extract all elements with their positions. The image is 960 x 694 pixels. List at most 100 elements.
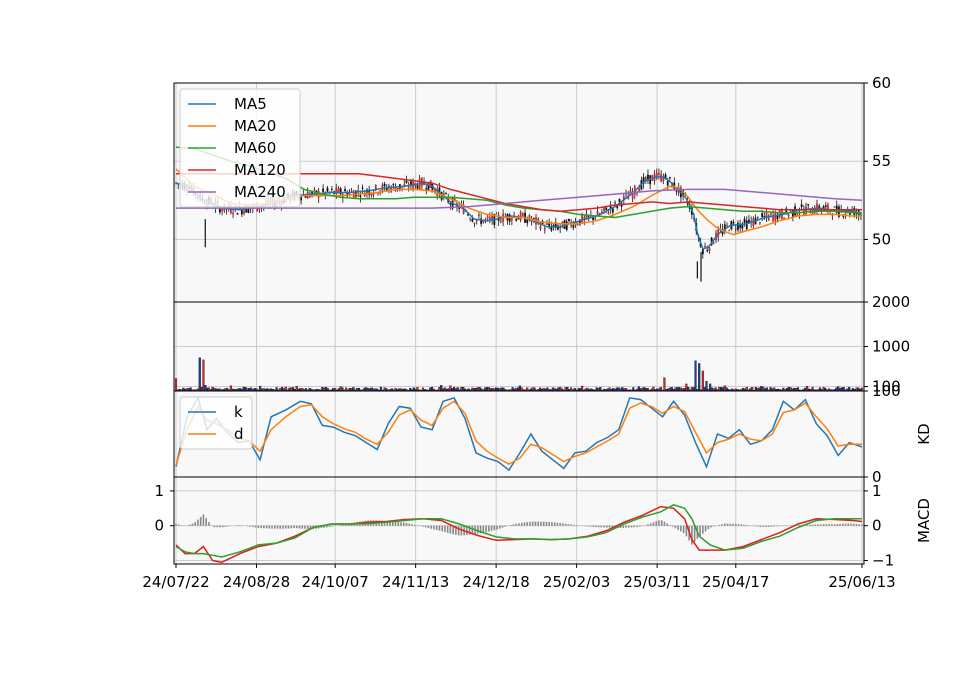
- x-tick-label: 25/04/17: [702, 573, 769, 591]
- volume-bar: [581, 386, 583, 391]
- macd-histogram-bar: [677, 526, 679, 530]
- x-tick-label: 24/10/07: [301, 573, 368, 591]
- volume-bar: [285, 387, 287, 391]
- volume-bar: [457, 388, 459, 391]
- macd-histogram-bar: [175, 524, 177, 526]
- macd-histogram-bar: [205, 518, 207, 525]
- macd-histogram-bar: [488, 526, 490, 532]
- candle-body: [445, 193, 447, 194]
- candle-body: [430, 180, 432, 188]
- macd-histogram-bar: [768, 526, 770, 527]
- macd-histogram-bar: [853, 524, 855, 526]
- macd-histogram-bar: [526, 522, 528, 526]
- volume-bar: [755, 387, 757, 391]
- macd-histogram-bar: [535, 522, 537, 526]
- candle-body: [568, 219, 570, 221]
- macd-histogram-bar: [669, 525, 671, 526]
- volume-bar: [190, 388, 192, 391]
- macd-histogram-bar: [430, 526, 432, 529]
- candle-body: [469, 219, 471, 220]
- volume-bar: [488, 387, 490, 391]
- candle-body: [544, 228, 546, 230]
- candle-body: [581, 215, 583, 223]
- volume-bar: [203, 360, 205, 391]
- candle-body: [500, 221, 502, 222]
- macd-histogram-bar: [477, 526, 479, 534]
- volume-bar: [837, 387, 839, 391]
- candle-body: [761, 213, 763, 217]
- candle-body: [726, 225, 728, 226]
- macd-histogram-bar: [576, 525, 578, 526]
- candle-body: [619, 199, 621, 202]
- macd-histogram-bar: [636, 526, 638, 527]
- volume-bar: [724, 386, 726, 391]
- candle-body: [779, 210, 781, 217]
- macd-histogram-bar: [513, 524, 515, 525]
- macd-histogram-bar: [285, 526, 287, 529]
- macd-histogram-bar: [699, 526, 701, 536]
- volume-bar: [600, 387, 602, 391]
- candle-body: [474, 223, 476, 224]
- y-tick-label: 2000: [872, 293, 910, 311]
- volume-bar: [439, 387, 441, 391]
- volume-bar: [812, 387, 814, 391]
- macd-histogram-bar: [189, 525, 191, 526]
- macd-histogram-bar: [702, 526, 704, 534]
- candle-body: [485, 219, 487, 220]
- macd-histogram-bar: [839, 524, 841, 526]
- volume-bar: [204, 385, 206, 391]
- legend-label: MA20: [234, 117, 276, 135]
- volume-bar: [201, 387, 203, 391]
- volume-bar: [632, 387, 634, 391]
- candle-body: [770, 213, 772, 214]
- candle-body: [658, 173, 660, 174]
- candle-body: [788, 214, 790, 216]
- candle-body: [605, 207, 607, 210]
- candle-body: [667, 181, 669, 185]
- volume-bar: [695, 361, 697, 391]
- macd-histogram-bar: [222, 526, 224, 528]
- volume-bar: [687, 387, 689, 391]
- volume-bar: [722, 388, 724, 391]
- macd-histogram-bar: [225, 526, 227, 527]
- macd-histogram-bar: [598, 526, 600, 528]
- macd-histogram-bar: [661, 520, 663, 526]
- volume-bar: [671, 387, 673, 391]
- macd-histogram-bar: [658, 520, 660, 525]
- volume-bar: [384, 388, 386, 391]
- macd-histogram-bar: [861, 525, 863, 526]
- y-tick-label: 50: [872, 230, 891, 248]
- macd-histogram-bar: [521, 523, 523, 526]
- volume-bar: [570, 388, 572, 391]
- candle-body: [825, 205, 827, 207]
- candle-body: [746, 221, 748, 230]
- legend-label: MA5: [234, 95, 267, 113]
- macd-histogram-bar: [301, 526, 303, 529]
- volume-bar: [353, 387, 355, 391]
- macd-histogram-bar: [395, 522, 397, 526]
- volume-bar: [413, 388, 415, 391]
- y-tick-label: 100: [872, 382, 901, 400]
- volume-bar: [788, 387, 790, 391]
- candle-body: [660, 174, 662, 181]
- macd-histogram-bar: [606, 526, 608, 528]
- macd-histogram-bar: [735, 524, 737, 526]
- volume-bar: [848, 387, 850, 391]
- macd-histogram-bar: [842, 524, 844, 526]
- macd-histogram-bar: [587, 526, 589, 527]
- macd-histogram-bar: [178, 525, 180, 526]
- volume-bar: [259, 386, 261, 391]
- macd-histogram-bar: [609, 526, 611, 528]
- candle-body: [406, 181, 408, 183]
- candle-body: [735, 228, 737, 229]
- macd-histogram-bar: [290, 526, 292, 529]
- candle-body: [625, 194, 627, 195]
- candle-body: [375, 185, 377, 190]
- macd-histogram-bar: [197, 520, 199, 526]
- macd-histogram-bar: [494, 526, 496, 531]
- macd-histogram-bar: [746, 525, 748, 526]
- macd-histogram-bar: [450, 526, 452, 534]
- macd-histogram-bar: [675, 526, 677, 529]
